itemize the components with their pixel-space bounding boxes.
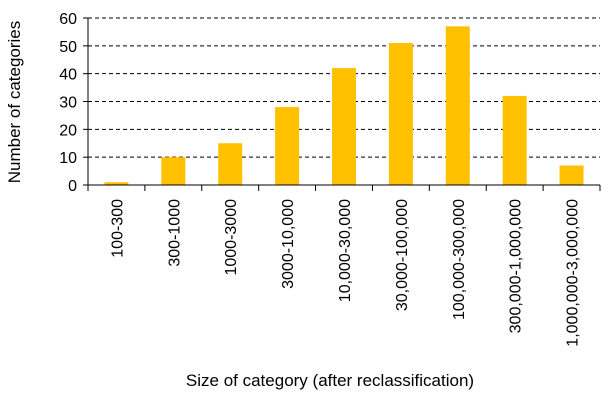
bar bbox=[388, 43, 413, 185]
y-tick-label: 30 bbox=[59, 95, 77, 112]
y-tick-label: 20 bbox=[59, 122, 77, 139]
x-tick-label: 300,000-1,000,000 bbox=[508, 199, 525, 333]
x-tick-label: 3000-10,000 bbox=[280, 199, 297, 289]
x-tick-label: 300-1000 bbox=[166, 199, 183, 267]
y-tick-label: 0 bbox=[68, 178, 77, 195]
bar bbox=[275, 107, 300, 185]
x-tick-label: 1000-3000 bbox=[223, 199, 240, 276]
y-tick-label: 10 bbox=[59, 150, 77, 167]
bars bbox=[104, 26, 584, 185]
bar bbox=[445, 26, 470, 185]
x-tick-label: 100-300 bbox=[109, 199, 126, 258]
x-tick-labels: 100-300 300-1000 1000-3000 3000-10,000 10,00… bbox=[109, 199, 581, 347]
bar bbox=[332, 68, 356, 185]
x-axis-title: Size of category (after reclassification… bbox=[186, 371, 474, 390]
x-tick-label: 1,000,000-3,000,000 bbox=[565, 199, 582, 347]
bar bbox=[104, 182, 129, 185]
bar bbox=[161, 157, 186, 185]
bar bbox=[559, 165, 584, 185]
y-axis-title: Number of categories bbox=[5, 21, 24, 184]
y-tick-label: 50 bbox=[59, 39, 77, 56]
y-tick-label: 40 bbox=[59, 67, 77, 84]
bar bbox=[218, 143, 243, 185]
y-tick-labels: 0 10 20 30 40 50 60 bbox=[59, 11, 77, 195]
x-tick-label: 10,000-30,000 bbox=[337, 199, 354, 302]
x-tick-label: 30,000-100,000 bbox=[394, 199, 411, 311]
x-tick-label: 100,000-300,000 bbox=[451, 199, 468, 320]
y-tick-label: 60 bbox=[59, 11, 77, 28]
axes bbox=[83, 17, 601, 191]
bar bbox=[502, 95, 527, 185]
